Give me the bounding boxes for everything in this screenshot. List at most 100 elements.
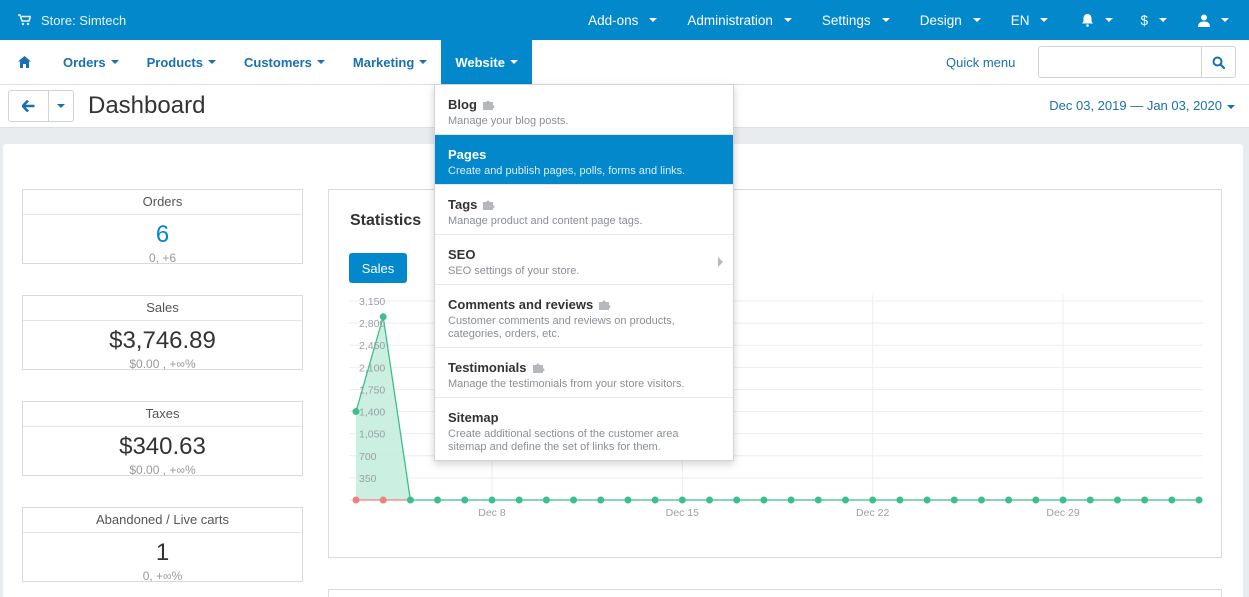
nav-orders[interactable]: Orders (49, 40, 133, 84)
menu-item-sitemap[interactable]: Sitemap Create additional sections of th… (435, 398, 733, 460)
bell-icon (1082, 14, 1094, 27)
chevron-down-icon (419, 60, 428, 64)
data-point (1032, 496, 1040, 504)
topbar-settings-label: Settings (821, 12, 871, 28)
chevron-down-icon (509, 60, 518, 64)
data-point (488, 496, 496, 504)
card-value: 6 (155, 221, 170, 248)
card-title: Orders (23, 190, 302, 215)
orders-card[interactable]: Orders 6 0, +6 (22, 189, 303, 265)
card-subtext: $0.00 , +∞% (129, 463, 196, 477)
data-point (706, 496, 714, 504)
y-tick-label: 1,750 (359, 384, 385, 396)
topbar-design[interactable]: Design (905, 0, 996, 40)
quick-menu-link[interactable]: Quick menu (946, 54, 1016, 70)
puzzle-icon (483, 200, 495, 210)
menu-item-tags[interactable]: Tags Manage product and content page tag… (435, 185, 733, 235)
topbar-currency-label: $ (1140, 12, 1148, 28)
nav-products[interactable]: Products (133, 40, 230, 84)
chevron-down-icon (110, 60, 119, 64)
menu-item-title-row: Pages (448, 147, 720, 162)
x-tick-label: Dec 15 (666, 507, 699, 519)
carts-card: Abandoned / Live carts 1 0, +∞% (22, 507, 303, 583)
menu-item-title-row: Testimonials (448, 360, 720, 375)
topbar-notifications[interactable] (1063, 0, 1125, 40)
nav-customers[interactable]: Customers (230, 40, 339, 84)
menu-item-description: Manage the testimonials from your store … (448, 378, 685, 390)
puzzle-icon (482, 100, 495, 110)
data-point (624, 496, 632, 504)
chevron-down-icon (57, 104, 65, 108)
chevron-down-icon (1105, 18, 1114, 22)
data-point (406, 496, 414, 504)
data-point (787, 496, 795, 504)
menu-item-title: Sitemap (448, 410, 499, 425)
sales-tab-button[interactable]: Sales (349, 253, 407, 283)
chevron-down-icon (1227, 104, 1235, 109)
nav-website[interactable]: Website (441, 40, 532, 84)
date-range-label: Dec 03, 2019 — Jan 03, 2020 (1049, 98, 1222, 113)
menu-item-description: SEO settings of your store. (448, 265, 580, 277)
history-dropdown-button[interactable] (49, 91, 73, 121)
menu-item-comments-reviews[interactable]: Comments and reviews Customer comments a… (435, 285, 733, 348)
data-point (597, 496, 605, 504)
secondary-panel (328, 589, 1222, 597)
nav-marketing[interactable]: Marketing (339, 40, 441, 84)
nav-products-label: Products (146, 54, 203, 70)
menu-item-title: Blog (448, 97, 477, 112)
search-input[interactable] (1039, 47, 1199, 77)
menu-item-title: Testimonials (448, 360, 527, 375)
card-value: $340.63 (119, 433, 206, 460)
y-tick-label: 700 (359, 451, 377, 463)
y-tick-label: 1,050 (359, 429, 385, 441)
x-tick-label: Dec 22 (856, 507, 889, 519)
topbar-language[interactable]: EN (996, 0, 1064, 40)
nav-home[interactable] (0, 40, 49, 84)
menu-item-title-row: Blog (448, 97, 720, 112)
chevron-right-icon (718, 257, 723, 267)
y-tick-label: 2,800 (359, 318, 385, 330)
data-point (1005, 496, 1013, 504)
chevron-down-icon (1040, 18, 1049, 22)
topbar-administration[interactable]: Administration (672, 0, 807, 40)
back-button[interactable] (9, 91, 49, 121)
sales-card: Sales $3,746.89 $0.00 , +∞% (22, 295, 303, 371)
data-point (1141, 496, 1149, 504)
menu-item-title-row: SEO (448, 247, 720, 262)
search-button[interactable] (1201, 47, 1235, 77)
y-tick-label: 1,400 (359, 407, 385, 419)
topbar-currency[interactable]: $ (1125, 0, 1182, 40)
menu-item-testimonials[interactable]: Testimonials Manage the testimonials fro… (435, 348, 733, 398)
card-title: Abandoned / Live carts (23, 508, 302, 533)
data-point (896, 496, 904, 504)
data-point (1059, 496, 1067, 504)
chevron-down-icon (1221, 18, 1229, 22)
card-title: Taxes (23, 402, 302, 427)
x-tick-label: Dec 29 (1046, 507, 1079, 519)
top-bar: Store: Simtech Add-ons Administration Se… (0, 0, 1249, 40)
y-tick-label: 350 (359, 473, 377, 485)
card-value: $3,746.89 (109, 327, 216, 354)
topbar-addons[interactable]: Add-ons (573, 0, 672, 40)
y-tick-label: 2,450 (359, 340, 385, 352)
topbar-user-menu[interactable] (1182, 0, 1249, 40)
menu-item-description: Manage your blog posts. (448, 115, 569, 127)
search-icon (1212, 56, 1225, 69)
data-point (461, 496, 469, 504)
menu-item-description: Manage product and content page tags. (448, 215, 643, 227)
date-range-picker[interactable]: Dec 03, 2019 — Jan 03, 2020 (1049, 98, 1235, 113)
data-point (1168, 496, 1176, 504)
cart-icon (18, 14, 31, 26)
menu-item-title: Pages (448, 147, 487, 162)
menu-item-seo[interactable]: SEO SEO settings of your store. (435, 235, 733, 285)
menu-item-pages[interactable]: Pages Create and publish pages, polls, f… (435, 135, 733, 185)
store-switcher[interactable]: Store: Simtech (18, 0, 126, 40)
nav-customers-label: Customers (243, 54, 312, 70)
data-point (814, 496, 822, 504)
topbar-settings[interactable]: Settings (807, 0, 905, 40)
menu-item-title: Comments and reviews (448, 297, 594, 312)
data-point (1195, 496, 1203, 504)
data-point (515, 496, 523, 504)
menu-item-blog[interactable]: Blog Manage your blog posts. (435, 85, 733, 135)
y-tick-label: 3,150 (359, 296, 385, 308)
